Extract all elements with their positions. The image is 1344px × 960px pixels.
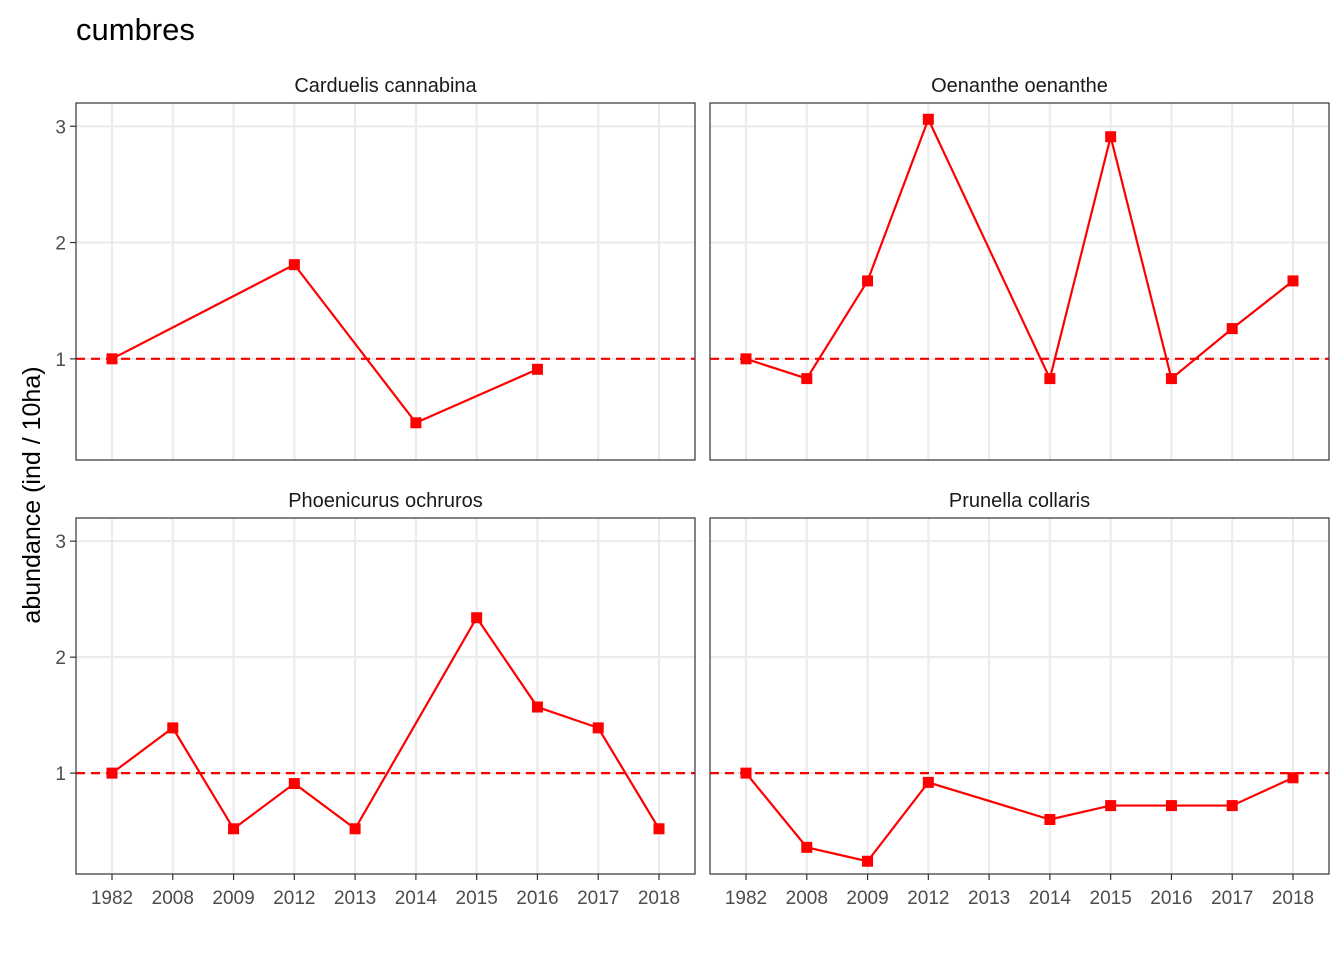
x-tick-label: 2017 <box>1211 888 1253 909</box>
x-tick-label: 2008 <box>152 888 194 909</box>
data-point <box>471 612 483 624</box>
facet-title: Carduelis cannabina <box>294 75 477 97</box>
facet-title: Prunella collaris <box>949 490 1090 512</box>
x-tick-label: 2014 <box>395 888 438 909</box>
x-tick-label: 2015 <box>456 888 498 909</box>
facet-panel: Phoenicurus ochruros 1 2 3 1982 2008 2009 2012 2… <box>55 490 696 909</box>
series-line <box>111 263 538 425</box>
x-tick-label: 2012 <box>907 888 949 909</box>
x-tick-label: 2012 <box>273 888 315 909</box>
data-point <box>653 823 665 835</box>
x-tick-label: 1982 <box>725 888 767 909</box>
panel-border <box>75 517 696 875</box>
data-point <box>1226 800 1238 812</box>
data-point <box>801 841 813 853</box>
data-point <box>801 373 813 385</box>
x-tick-label: 1982 <box>91 888 133 909</box>
series-line <box>745 116 1294 382</box>
facet-title: Oenanthe oenanthe <box>931 75 1108 97</box>
data-point <box>1165 800 1177 812</box>
chart-title: cumbres <box>76 12 195 47</box>
data-point <box>740 767 752 779</box>
data-point <box>922 113 934 125</box>
data-point <box>228 823 240 835</box>
data-point <box>1226 323 1238 335</box>
data-point <box>410 417 422 429</box>
facet-title: Phoenicurus ochruros <box>288 490 483 512</box>
data-point <box>106 353 118 365</box>
panel-border <box>709 102 1330 461</box>
data-point <box>1105 131 1117 143</box>
x-tick-label: 2018 <box>1272 888 1314 909</box>
panel-border <box>709 517 1330 875</box>
data-point <box>1044 813 1056 825</box>
facet-panel: Oenanthe oenanthe <box>709 75 1330 461</box>
y-tick-label: 1 <box>55 764 66 785</box>
data-point <box>531 701 543 713</box>
x-tick-label: 2008 <box>786 888 828 909</box>
data-point <box>1287 772 1299 784</box>
x-tick-label: 2016 <box>1150 888 1192 909</box>
x-tick-label: 2018 <box>638 888 680 909</box>
y-tick-label: 3 <box>55 532 66 553</box>
data-point <box>1105 800 1117 812</box>
facet-panels: Carduelis cannabina 1 2 3 Oenanthe oenanthe P… <box>55 75 1330 909</box>
data-point <box>288 259 300 271</box>
data-point <box>288 778 300 790</box>
y-tick-label: 2 <box>55 648 66 669</box>
x-tick-label: 2013 <box>334 888 376 909</box>
data-point <box>1287 275 1299 287</box>
x-tick-label: 2009 <box>212 888 254 909</box>
data-point <box>167 722 179 734</box>
data-point <box>740 353 752 365</box>
data-point <box>862 855 874 867</box>
x-tick-label: 2013 <box>968 888 1010 909</box>
panel-border <box>75 102 696 461</box>
data-point <box>349 823 361 835</box>
data-point <box>531 363 543 375</box>
data-point <box>922 776 934 788</box>
facet-panel: Carduelis cannabina 1 2 3 <box>55 75 696 461</box>
series-line <box>111 615 660 831</box>
data-point <box>1165 373 1177 385</box>
y-tick-label: 3 <box>55 117 66 138</box>
y-axis-label: abundance (ind / 10ha) <box>18 366 46 623</box>
y-tick-label: 1 <box>55 350 66 371</box>
facet-panel: Prunella collaris 1982 2008 2009 2012 2013 201… <box>709 490 1330 909</box>
data-point <box>592 722 604 734</box>
x-tick-label: 2016 <box>516 888 558 909</box>
data-point <box>1044 373 1056 385</box>
x-tick-label: 2014 <box>1029 888 1072 909</box>
data-point <box>106 767 118 779</box>
y-tick-label: 2 <box>55 234 66 255</box>
x-tick-label: 2015 <box>1090 888 1132 909</box>
series-line <box>745 772 1294 863</box>
x-tick-label: 2017 <box>577 888 619 909</box>
x-tick-label: 2009 <box>846 888 888 909</box>
data-point <box>862 275 874 287</box>
